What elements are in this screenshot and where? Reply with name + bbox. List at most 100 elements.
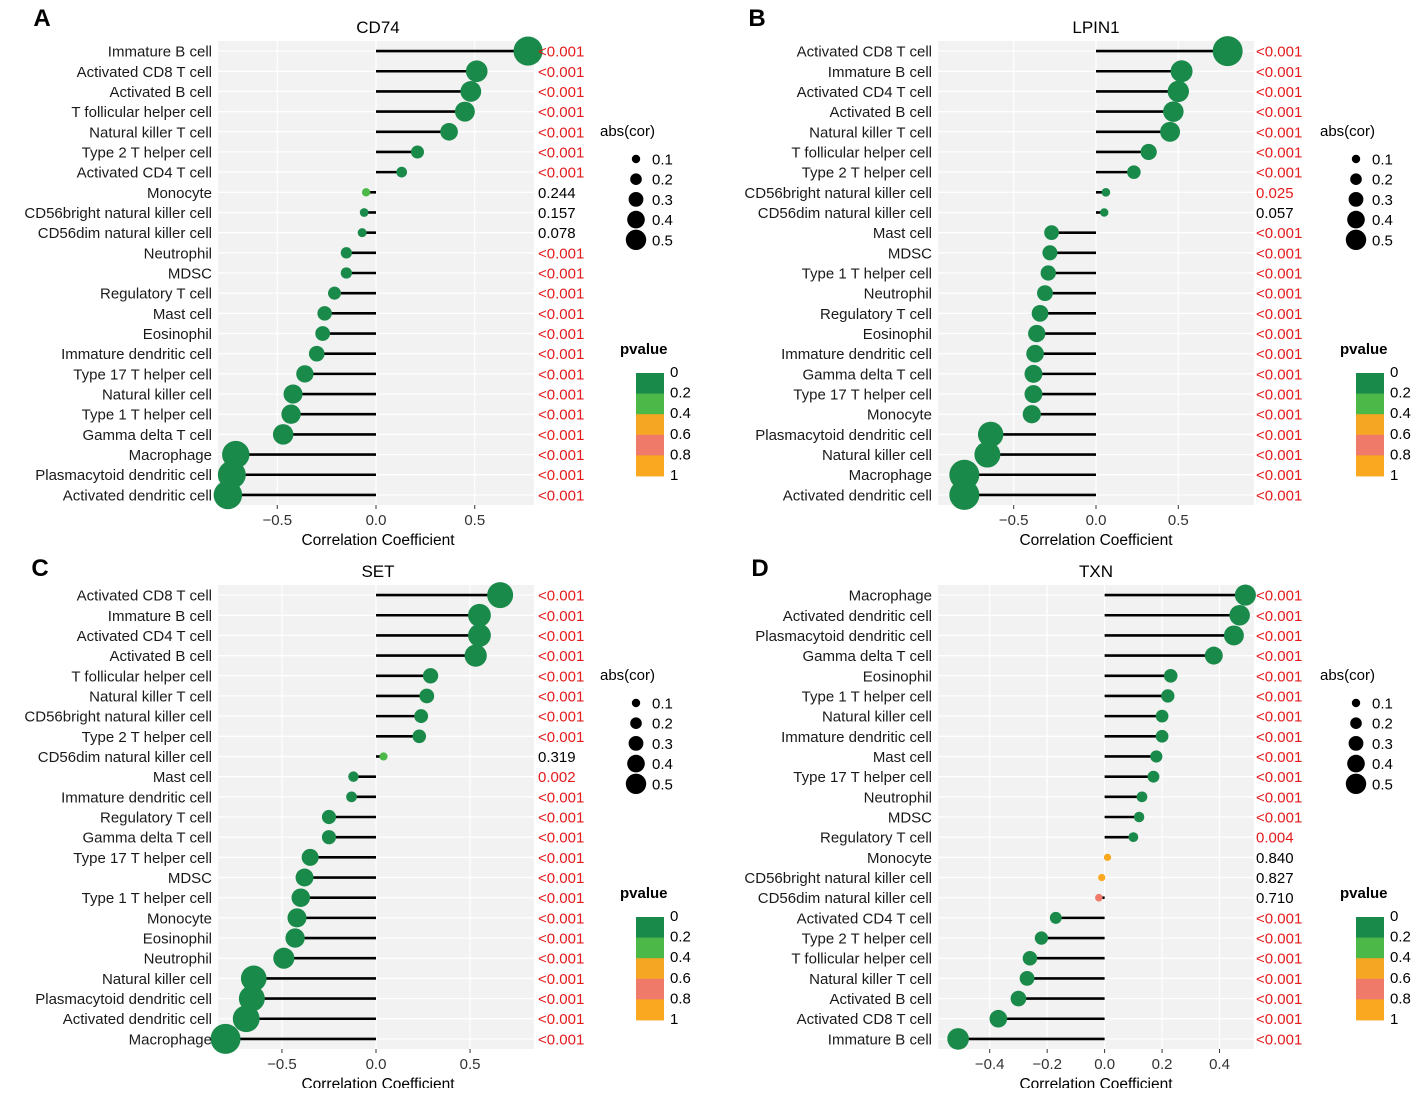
y-tick-label: Plasmacytoid dendritic cell bbox=[35, 467, 212, 484]
y-tick-label: T follicular helper cell bbox=[791, 951, 932, 968]
y-tick-label: Activated dendritic cell bbox=[63, 1011, 212, 1028]
y-tick-label: Type 2 T helper cell bbox=[802, 165, 932, 182]
y-tick-label: Immature dendritic cell bbox=[781, 729, 932, 746]
lollipop-point bbox=[487, 582, 514, 609]
pvalue-label: <0.001 bbox=[538, 870, 584, 887]
y-tick-label: Plasmacytoid dendritic cell bbox=[755, 628, 932, 645]
lollipop-point bbox=[949, 479, 980, 510]
color-legend-label: 0.8 bbox=[670, 446, 691, 463]
size-legend-label: 0.1 bbox=[1372, 152, 1393, 169]
size-legend-dot bbox=[625, 773, 647, 794]
pvalue-label: <0.001 bbox=[538, 346, 584, 363]
color-legend-swatch bbox=[1356, 917, 1384, 938]
lollipop-point bbox=[285, 928, 305, 948]
lollipop-point bbox=[1161, 689, 1175, 703]
size-legend-dot bbox=[1347, 754, 1365, 773]
x-tick-label: 0.5 bbox=[460, 1056, 481, 1073]
pvalue-label: <0.001 bbox=[538, 1031, 584, 1048]
color-legend-label: 0 bbox=[670, 364, 678, 381]
pvalue-label: <0.001 bbox=[1256, 971, 1302, 988]
pvalue-label: <0.001 bbox=[538, 608, 584, 625]
y-tick-label: Mast cell bbox=[873, 749, 932, 766]
y-tick-label: MDSC bbox=[168, 266, 212, 283]
panel-letter: B bbox=[748, 5, 765, 32]
size-legend-dot bbox=[1350, 717, 1362, 729]
pvalue-label: <0.001 bbox=[1256, 44, 1302, 61]
pvalue-label: <0.001 bbox=[538, 890, 584, 907]
lollipop-point bbox=[1100, 208, 1109, 217]
x-tick-label: 0.0 bbox=[366, 512, 387, 529]
lollipop-point bbox=[346, 791, 357, 803]
pvalue-label: <0.001 bbox=[1256, 165, 1302, 182]
color-legend-label: 0.2 bbox=[1390, 385, 1411, 402]
size-legend-label: 0.4 bbox=[652, 756, 673, 773]
x-tick-label: −0.5 bbox=[999, 512, 1029, 529]
color-legend-swatch bbox=[1356, 999, 1384, 1021]
size-legend-label: 0.3 bbox=[1372, 736, 1393, 753]
y-tick-label: Eosinophil bbox=[863, 668, 932, 685]
chart-title: CD74 bbox=[356, 18, 399, 37]
y-tick-label: Type 1 T helper cell bbox=[82, 890, 212, 907]
pvalue-label: 0.057 bbox=[1256, 205, 1294, 222]
chart-title: LPIN1 bbox=[1072, 18, 1119, 37]
lollipop-point bbox=[1098, 873, 1106, 882]
lollipop-point bbox=[1024, 385, 1043, 404]
pvalue-label: <0.001 bbox=[538, 1011, 584, 1028]
lollipop-point bbox=[1133, 811, 1145, 823]
size-legend-label: 0.2 bbox=[1372, 172, 1393, 189]
color-legend-label: 0.8 bbox=[670, 990, 691, 1007]
color-legend-label: 0.4 bbox=[670, 949, 691, 966]
pvalue-label: <0.001 bbox=[1256, 366, 1302, 383]
x-axis-label: Correlation Coefficient bbox=[301, 1076, 455, 1088]
lollipop-point bbox=[1022, 405, 1041, 424]
pvalue-label: <0.001 bbox=[538, 326, 584, 343]
size-legend-dot bbox=[625, 229, 647, 250]
color-legend-label: 0.6 bbox=[670, 426, 691, 443]
y-tick-label: Type 2 T helper cell bbox=[802, 931, 932, 948]
lollipop-point bbox=[513, 36, 543, 66]
size-legend-title: abs(cor) bbox=[600, 123, 655, 140]
y-tick-label: Immature B cell bbox=[108, 44, 212, 61]
x-tick-label: −0.2 bbox=[1032, 1056, 1062, 1073]
x-axis-label: Correlation Coefficient bbox=[1019, 532, 1173, 549]
lollipop-point bbox=[974, 441, 1001, 468]
pvalue-label: <0.001 bbox=[538, 44, 584, 61]
x-tick-label: 0.0 bbox=[1086, 512, 1107, 529]
y-tick-label: CD56dim natural killer cell bbox=[38, 749, 212, 766]
x-tick-label: 0.4 bbox=[1209, 1056, 1230, 1073]
size-legend-dot bbox=[630, 173, 642, 185]
color-legend-title: pvalue bbox=[620, 341, 668, 358]
lollipop-point bbox=[328, 286, 342, 300]
pvalue-label: 0.157 bbox=[538, 205, 576, 222]
pvalue-label: <0.001 bbox=[538, 165, 584, 182]
lollipop-point bbox=[1136, 791, 1148, 803]
size-legend-label: 0.2 bbox=[1372, 716, 1393, 733]
color-legend-swatch bbox=[636, 455, 664, 477]
y-tick-label: Type 17 T helper cell bbox=[793, 387, 932, 404]
y-tick-label: Monocyte bbox=[867, 850, 932, 867]
lollipop-point bbox=[465, 60, 488, 83]
y-tick-label: Type 1 T helper cell bbox=[82, 407, 212, 424]
pvalue-label: <0.001 bbox=[538, 688, 584, 705]
lollipop-point bbox=[1022, 950, 1038, 966]
lollipop-point bbox=[1095, 893, 1103, 902]
pvalue-label: <0.001 bbox=[538, 144, 584, 161]
lollipop-point bbox=[1026, 344, 1044, 363]
lollipop-point bbox=[379, 752, 388, 761]
lollipop-point bbox=[412, 729, 427, 744]
y-tick-label: Neutrophil bbox=[864, 789, 932, 806]
x-axis-label: Correlation Coefficient bbox=[1019, 1076, 1173, 1088]
lollipop-point bbox=[1042, 245, 1058, 261]
pvalue-label: <0.001 bbox=[538, 668, 584, 685]
lollipop-point bbox=[238, 985, 265, 1012]
pvalue-label: 0.025 bbox=[1256, 185, 1294, 202]
y-tick-label: Activated CD8 T cell bbox=[77, 64, 212, 81]
pvalue-label: <0.001 bbox=[538, 245, 584, 262]
pvalue-label: <0.001 bbox=[538, 931, 584, 948]
pvalue-label: <0.001 bbox=[1256, 729, 1302, 746]
pvalue-label: <0.001 bbox=[538, 64, 584, 81]
pvalue-label: <0.001 bbox=[538, 850, 584, 867]
lollipop-point bbox=[295, 868, 314, 887]
pvalue-label: <0.001 bbox=[538, 407, 584, 424]
y-tick-label: Immature dendritic cell bbox=[61, 789, 212, 806]
